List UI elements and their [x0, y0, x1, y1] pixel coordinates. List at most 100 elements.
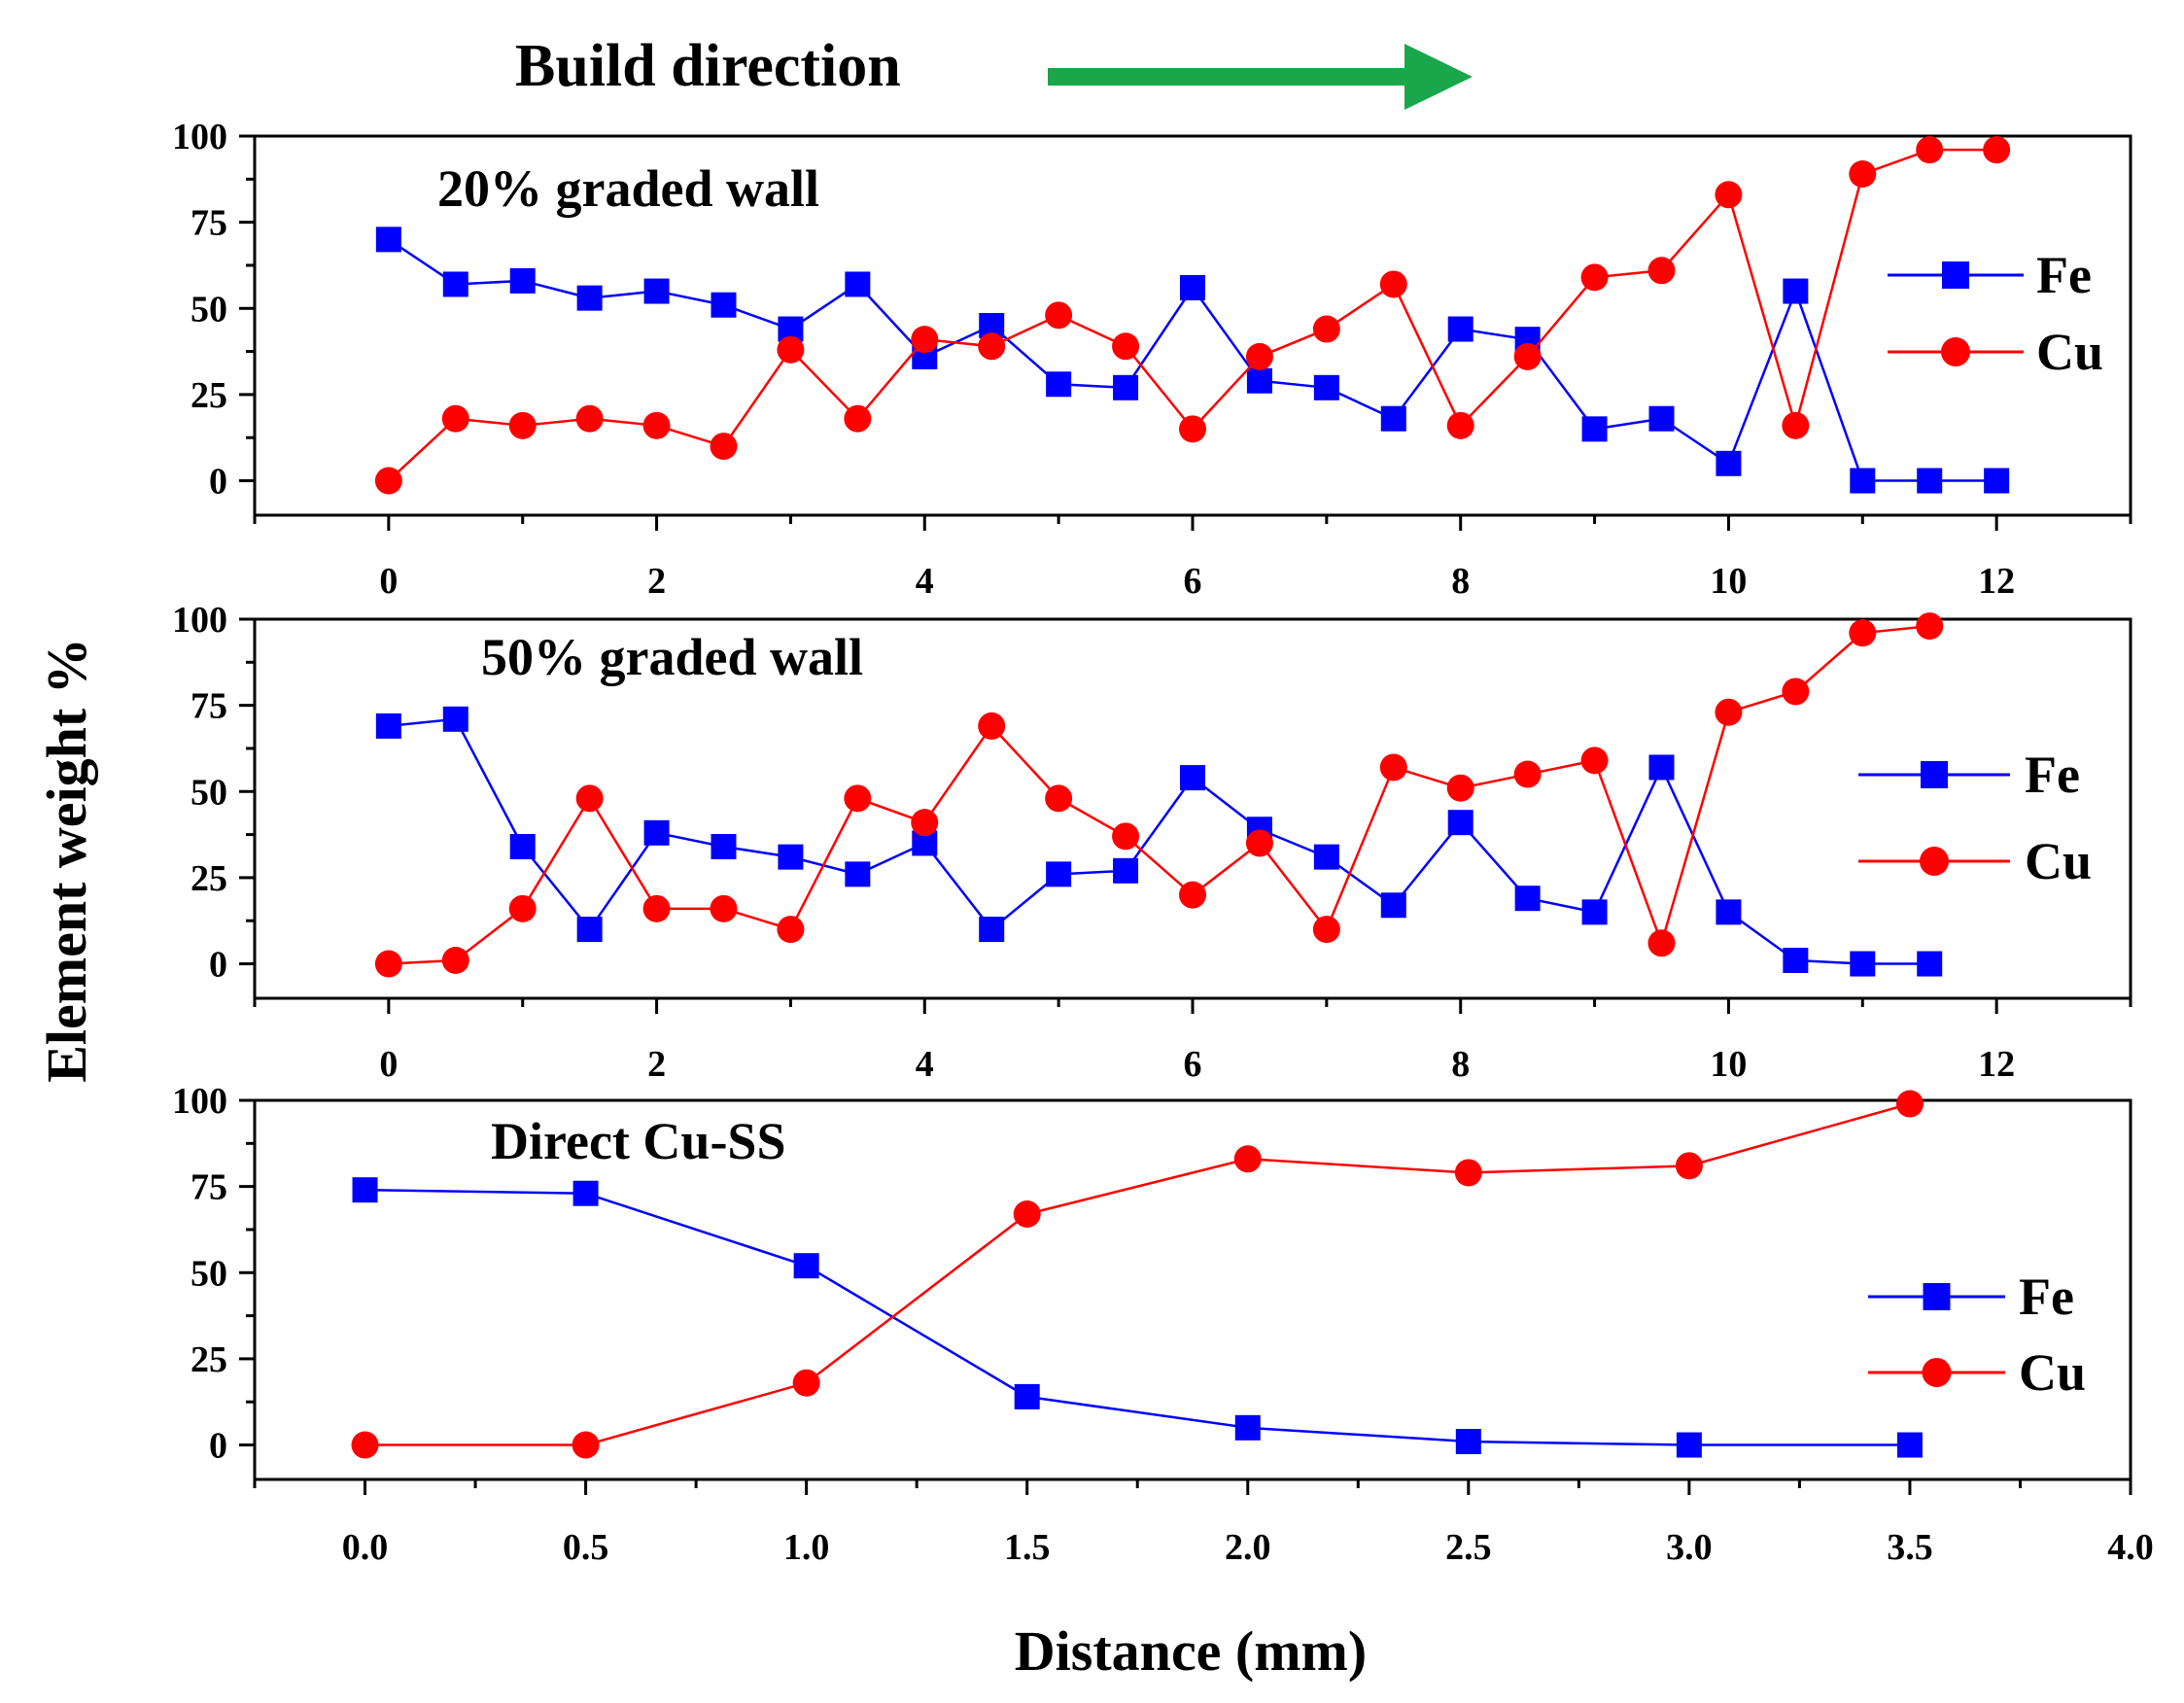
x-tick-label: 12 [1978, 561, 2015, 602]
fe-data-point [1648, 405, 1675, 432]
cu-data-point [844, 784, 872, 813]
cu-data-point [1675, 1152, 1703, 1180]
series-line-segment [806, 1265, 1028, 1398]
cu-data-point [1580, 747, 1609, 775]
fe-data-point [1581, 416, 1608, 442]
series-line-segment [1593, 759, 1663, 944]
cu-data-point [441, 404, 469, 433]
cu-data-point [1849, 619, 1877, 647]
build-direction-title: Build direction [515, 33, 901, 99]
x-tick-label: 10 [1710, 561, 1747, 602]
cu-data-point [1715, 181, 1743, 209]
cu-data-point [1715, 698, 1743, 726]
series-fe [352, 1177, 1923, 1458]
legend-label: Fe [2036, 246, 2092, 304]
series-line-segment [1727, 291, 1797, 465]
x-tick-label: 6 [1184, 1044, 1202, 1085]
y-tick-label: 0 [209, 462, 227, 503]
series-line-segment [521, 797, 591, 910]
x-axis-title: Distance (mm) [1015, 1619, 1367, 1683]
fe-data-point [1246, 367, 1272, 394]
fe-data-point [1046, 371, 1072, 398]
cu-data-point [844, 404, 872, 433]
cu-data-point [642, 411, 671, 439]
fe-data-point [1447, 316, 1473, 342]
cu-data-point [374, 467, 402, 495]
legend-fe-marker [1942, 261, 1969, 289]
cu-data-point [1013, 1200, 1041, 1228]
y-tick-label: 25 [191, 1339, 227, 1380]
cu-data-point [441, 947, 469, 974]
x-tick-label: 1.0 [783, 1527, 830, 1568]
series-line-segment [1468, 1440, 1689, 1446]
cu-data-point [1045, 301, 1073, 330]
fe-data-point [979, 917, 1005, 943]
fe-data-point [1014, 1383, 1040, 1409]
cu-data-point [911, 809, 939, 837]
fe-data-point [845, 861, 871, 887]
legend-cu-marker [1922, 1358, 1952, 1387]
series-line-segment [1794, 632, 1864, 693]
series-line-segment [1026, 1395, 1248, 1430]
series-line-segment [1727, 193, 1797, 427]
fe-data-point [1180, 275, 1205, 300]
series-line-segment [585, 1192, 808, 1268]
cu-data-point [572, 1431, 600, 1459]
series-line-segment [1392, 283, 1462, 427]
fe-data-point [1455, 1429, 1481, 1454]
cu-data-point [1782, 678, 1810, 706]
series-line-segment [1192, 842, 1261, 896]
x-tick-label: 4 [916, 1044, 934, 1085]
header: Build direction [515, 33, 1473, 110]
panel-title: Direct Cu-SS [491, 1112, 786, 1170]
cu-data-point [508, 894, 537, 922]
series-fe [375, 226, 2010, 494]
fe-data-point [442, 706, 468, 732]
series-line-segment [1660, 712, 1730, 944]
x-tick-label: 6 [1184, 561, 1202, 602]
series-line-segment [1526, 276, 1596, 358]
cu-data-point [642, 894, 671, 922]
series-line-segment [1688, 1102, 1911, 1167]
series-line-segment [1247, 1158, 1469, 1174]
legend-fe-marker [1921, 761, 1948, 788]
arrow-shaft [1048, 68, 1409, 86]
cu-data-point [1849, 160, 1877, 188]
series-line-segment [805, 1213, 1028, 1384]
cu-data-point [1112, 822, 1140, 851]
x-tick-label: 0 [379, 1044, 398, 1085]
legend-cu-marker [1941, 337, 1970, 366]
fe-data-point [1514, 886, 1541, 912]
series-line-segment [1258, 842, 1328, 930]
series-cu [374, 136, 2011, 495]
cu-data-point [1379, 753, 1407, 782]
series-line-segment [1125, 287, 1195, 389]
fe-data-point [509, 267, 536, 294]
x-tick-label: 0.5 [563, 1527, 609, 1568]
cu-data-point [1983, 136, 2011, 164]
series-cu [374, 612, 1944, 978]
cu-data-point [1647, 929, 1676, 957]
y-tick-label: 25 [191, 858, 227, 899]
series-line-segment [585, 1381, 807, 1446]
fe-data-point [1783, 948, 1809, 973]
cu-data-point [792, 1369, 820, 1397]
x-tick-label: 0 [379, 561, 398, 602]
series-line-segment [1125, 345, 1194, 431]
series-fe [375, 706, 1943, 977]
x-tick-label: 3.0 [1666, 1527, 1713, 1568]
series-line-segment [990, 725, 1060, 800]
fe-data-point [1180, 765, 1205, 791]
cu-data-point [1895, 1090, 1924, 1118]
cu-data-point [978, 712, 1006, 740]
x-tick-label: 2 [647, 1044, 666, 1085]
series-line-segment [1125, 777, 1195, 872]
fe-data-point [352, 1177, 378, 1203]
x-tick-label: 8 [1451, 561, 1470, 602]
cu-data-point [351, 1431, 379, 1459]
x-tick-label: 1.5 [1004, 1527, 1051, 1568]
y-tick-label: 50 [191, 1253, 227, 1294]
series-line-segment [1593, 766, 1663, 913]
cu-data-point [1782, 411, 1810, 439]
x-tick-label: 4 [916, 561, 934, 602]
